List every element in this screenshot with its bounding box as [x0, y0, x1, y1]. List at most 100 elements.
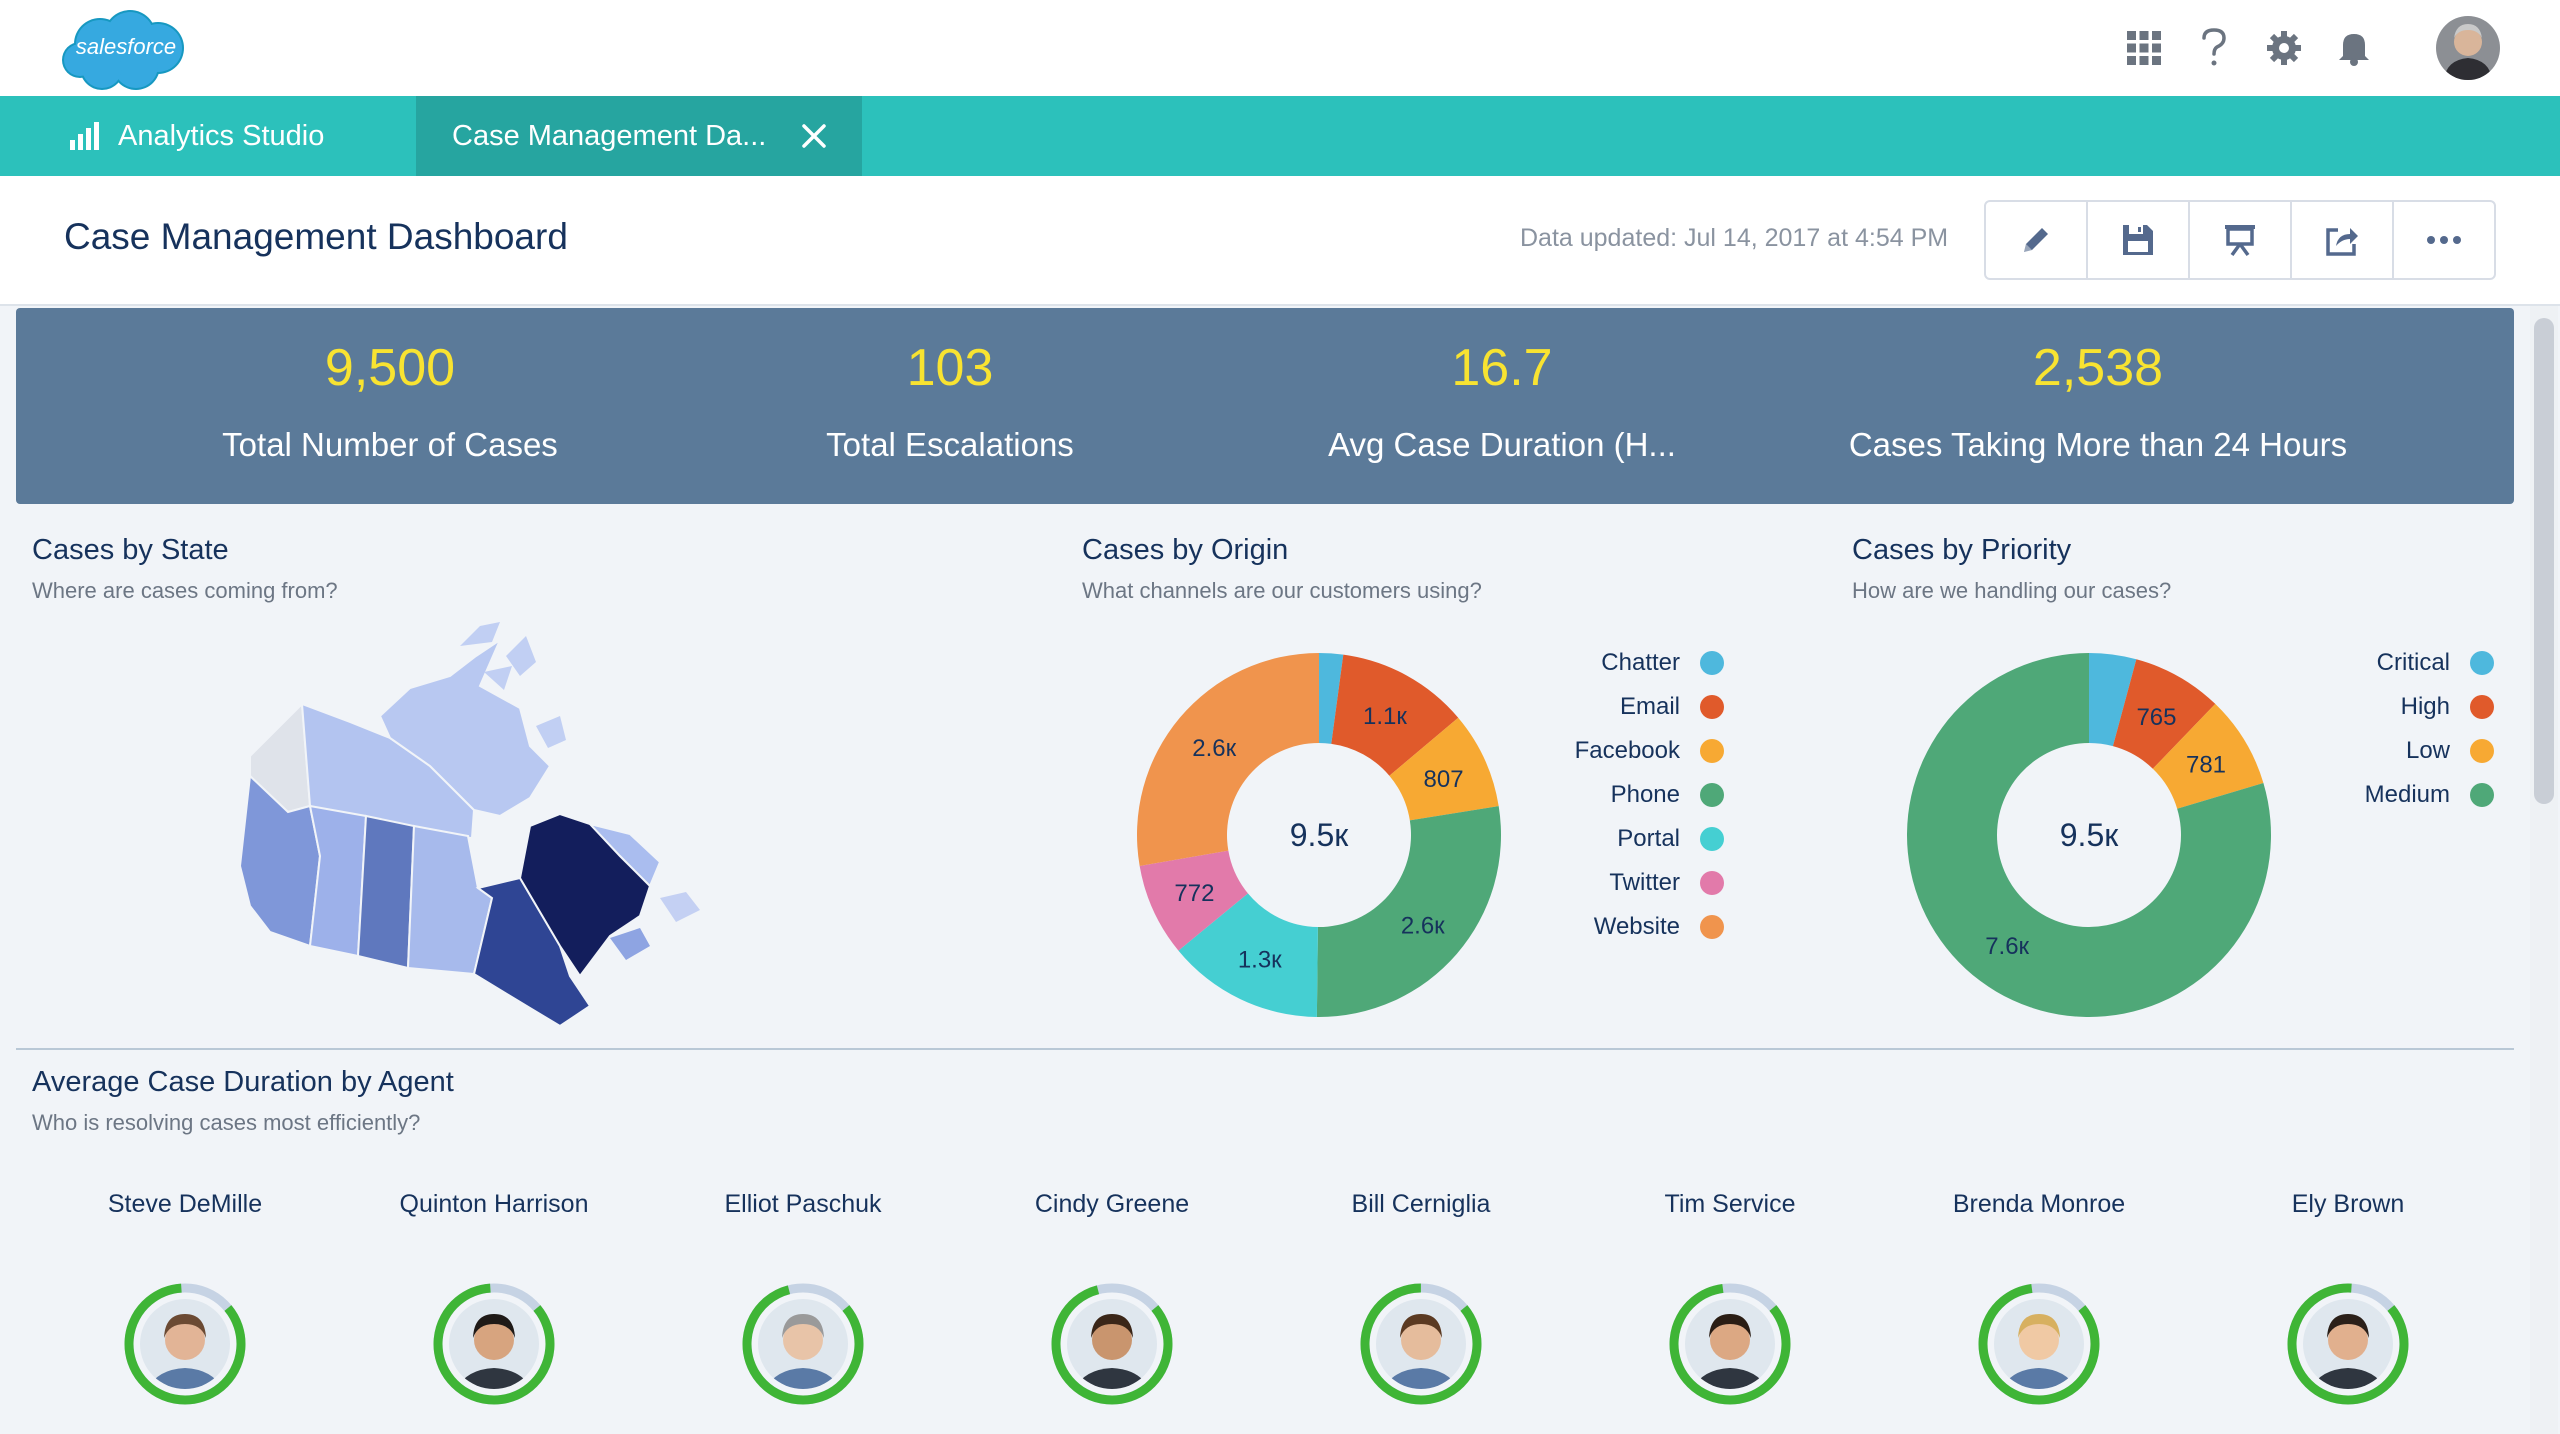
donut-slice-email[interactable] — [1331, 654, 1459, 776]
legend-item-medium[interactable]: Medium — [2294, 773, 2494, 817]
agent-duration-ring[interactable] — [741, 1282, 865, 1406]
legend-item-chatter[interactable]: Chatter — [1524, 641, 1724, 685]
map-region-nunavut[interactable] — [378, 637, 552, 818]
donut-slice-twitter[interactable] — [1139, 850, 1248, 951]
agent-duration-ring[interactable] — [1977, 1282, 2101, 1406]
map-region-newfoundland[interactable] — [660, 892, 700, 922]
more-actions-button[interactable] — [2394, 202, 2494, 278]
legend-label: Portal — [1617, 825, 1680, 852]
kpi-avg-case-duration[interactable]: 16.7 Avg Case Duration (H... — [1202, 338, 1802, 464]
legend-item-low[interactable]: Low — [2294, 729, 2494, 773]
kpi-cases-over-24h[interactable]: 2,538 Cases Taking More than 24 Hours — [1798, 338, 2398, 464]
map-region-saskatchewan[interactable] — [356, 814, 416, 970]
priority-legend: Critical High Low Medium — [2294, 641, 2494, 817]
ring-progress — [742, 1283, 864, 1405]
app-name-label: Analytics Studio — [118, 119, 325, 152]
map-region-arctic-islands[interactable] — [460, 622, 566, 748]
notification-bell-icon[interactable] — [2334, 28, 2374, 68]
agent-avatar — [2303, 1299, 2393, 1389]
agent-card[interactable]: Ely Brown — [2193, 1190, 2503, 1405]
app-launcher-icon[interactable] — [2124, 28, 2164, 68]
edit-button[interactable] — [1986, 202, 2088, 278]
agent-name: Elliot Paschuk — [724, 1190, 882, 1218]
salesforce-logo[interactable]: salesforce — [60, 4, 192, 96]
agent-card[interactable]: Elliot Paschuk — [648, 1190, 958, 1405]
share-icon — [2326, 228, 2358, 256]
agent-section-title: Average Case Duration by Agent — [32, 1066, 454, 1098]
user-avatar[interactable] — [2436, 16, 2500, 80]
agent-duration-ring[interactable] — [123, 1282, 247, 1406]
donut-slice-facebook[interactable] — [1389, 717, 1499, 821]
agent-duration-ring[interactable] — [1359, 1282, 1483, 1406]
agent-duration-ring[interactable] — [1050, 1282, 1174, 1406]
canada-map[interactable] — [230, 616, 730, 1046]
legend-label: Twitter — [1609, 869, 1680, 896]
agent-card[interactable]: Steve DeMille — [30, 1190, 340, 1405]
donut-slice-label: 2.6к — [1192, 735, 1236, 762]
agent-card[interactable]: Tim Service — [1575, 1190, 1885, 1405]
kpi-value: 103 — [906, 339, 994, 397]
legend-item-website[interactable]: Website — [1524, 905, 1724, 949]
donut-slice-phone[interactable] — [1316, 806, 1501, 1017]
legend-label: Website — [1593, 913, 1680, 940]
legend-item-critical[interactable]: Critical — [2294, 641, 2494, 685]
priority-section-title: Cases by Priority — [1852, 534, 2072, 566]
agent-card[interactable]: Bill Cerniglia — [1266, 1190, 1576, 1405]
help-icon[interactable] — [2194, 28, 2234, 68]
donut-slice-website[interactable] — [1137, 653, 1319, 866]
agent-name: Steve DeMille — [107, 1190, 263, 1218]
dashboard-header: Case Management Dashboard Data updated: … — [0, 176, 2560, 306]
setup-gear-icon[interactable] — [2264, 28, 2304, 68]
agent-avatar — [1685, 1299, 1775, 1389]
agent-name: Ely Brown — [2291, 1190, 2405, 1218]
legend-item-portal[interactable]: Portal — [1524, 817, 1724, 861]
priority-section-subtitle: How are we handling our cases? — [1852, 578, 2172, 603]
agent-duration-ring[interactable] — [432, 1282, 556, 1406]
app-name[interactable]: Analytics Studio — [70, 96, 324, 176]
kpi-total-escalations[interactable]: 103 Total Escalations — [650, 338, 1250, 464]
cases-by-priority-donut[interactable]: 765 781 7.6к 9.5к — [1904, 650, 2274, 1020]
donut-center-total: 9.5к — [2060, 817, 2119, 853]
legend-item-facebook[interactable]: Facebook — [1524, 729, 1724, 773]
kpi-total-cases[interactable]: 9,500 Total Number of Cases — [90, 338, 690, 464]
kpi-label: Avg Case Duration (H... — [1328, 426, 1676, 463]
tab-case-management[interactable]: Case Management Da... — [416, 96, 862, 176]
state-section-title: Cases by State — [32, 534, 229, 566]
analytics-bars-icon — [70, 122, 99, 150]
agent-card[interactable]: Cindy Greene — [957, 1190, 1267, 1405]
global-header: salesforce — [0, 0, 2560, 96]
legend-dot — [2470, 695, 2494, 719]
close-icon[interactable] — [796, 118, 832, 154]
map-region-alberta[interactable] — [308, 804, 368, 958]
legend-item-phone[interactable]: Phone — [1524, 773, 1724, 817]
legend-label: Medium — [2364, 781, 2450, 808]
agent-duration-ring[interactable] — [1668, 1282, 1792, 1406]
donut-slice-medium[interactable] — [1907, 653, 2271, 1017]
presentation-button[interactable] — [2190, 202, 2292, 278]
donut-slice-portal[interactable] — [1178, 893, 1318, 1017]
agent-duration-ring[interactable] — [2286, 1282, 2410, 1406]
agent-card[interactable]: Brenda Monroe — [1884, 1190, 2194, 1405]
donut-slice-critical[interactable] — [2089, 653, 2137, 747]
legend-item-high[interactable]: High — [2294, 685, 2494, 729]
kpi-value: 2,538 — [2032, 339, 2164, 397]
tab-label: Case Management Da... — [452, 119, 767, 152]
donut-slice-high[interactable] — [2112, 659, 2216, 769]
map-region-maritimes[interactable] — [610, 928, 650, 960]
map-region-labrador[interactable] — [586, 822, 662, 888]
agent-avatar — [449, 1299, 539, 1389]
donut-slice-label: 772 — [1174, 880, 1214, 907]
legend-item-twitter[interactable]: Twitter — [1524, 861, 1724, 905]
donut-slice-label: 7.6к — [1985, 933, 2029, 960]
legend-item-email[interactable]: Email — [1524, 685, 1724, 729]
save-button[interactable] — [2088, 202, 2190, 278]
scrollbar-thumb[interactable] — [2534, 318, 2554, 804]
section-divider — [16, 1048, 2514, 1050]
cases-by-origin-donut[interactable]: 1.1к 807 2.6к 1.3к 772 2.6к 9.5к — [1134, 650, 1504, 1020]
donut-slice-low[interactable] — [2152, 703, 2264, 809]
legend-label: High — [2400, 693, 2450, 720]
donut-slice-chatter[interactable] — [1319, 653, 1344, 744]
share-button[interactable] — [2292, 202, 2394, 278]
origin-section-subtitle: What channels are our customers using? — [1082, 578, 1482, 603]
agent-card[interactable]: Quinton Harrison — [339, 1190, 649, 1405]
